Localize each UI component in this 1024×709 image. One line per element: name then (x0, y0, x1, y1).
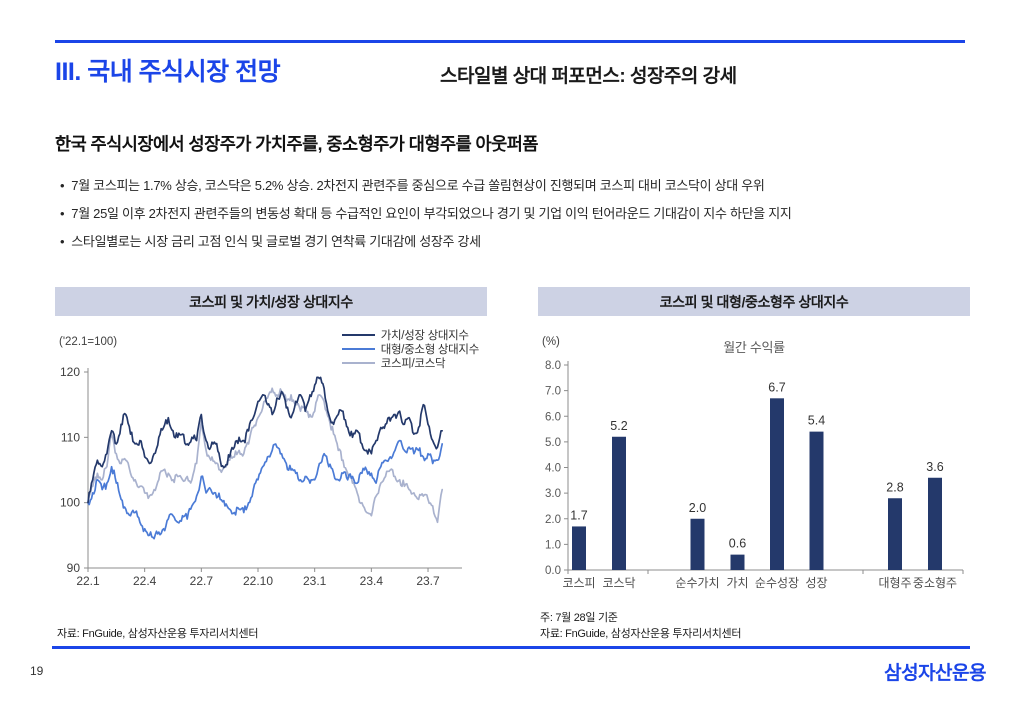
svg-text:코스피: 코스피 (562, 576, 595, 590)
svg-text:2.8: 2.8 (886, 480, 903, 494)
svg-text:대형주: 대형주 (878, 576, 911, 590)
left-chart-title: 코스피 및 가치/성장 상대지수 (55, 287, 487, 316)
svg-text:1.7: 1.7 (570, 508, 587, 522)
svg-text:6.7: 6.7 (768, 380, 785, 394)
page-subtitle: 스타일별 상대 퍼포먼스: 성장주의 강세 (440, 66, 737, 87)
svg-text:0.0: 0.0 (545, 565, 561, 577)
left-chart-source: 자료: FnGuide, 삼성자산운용 투자리서치센터 (57, 628, 259, 640)
svg-text:5.4: 5.4 (808, 414, 825, 428)
left-chart-unit-label: ('22.1=100) (59, 336, 118, 348)
legend-label: 대형/중소형 상대지수 (380, 344, 480, 356)
svg-text:7.0: 7.0 (545, 386, 561, 398)
svg-text:순수가치: 순수가치 (675, 576, 719, 590)
svg-text:코스닥: 코스닥 (602, 576, 635, 590)
svg-text:6.0: 6.0 (545, 411, 561, 423)
svg-text:5.0: 5.0 (545, 437, 561, 449)
legend-line-marker (341, 334, 375, 336)
right-chart-title: 코스피 및 대형/중소형주 상대지수 (538, 287, 970, 316)
svg-text:3.6: 3.6 (926, 460, 943, 474)
svg-text:성장: 성장 (805, 576, 827, 590)
svg-text:3.0: 3.0 (545, 488, 561, 500)
svg-text:0.6: 0.6 (729, 537, 746, 551)
bar-chart: 0.0 1.0 2.0 3.0 4.0 5.0 6.0 7.0 8.0 1.7 코스피 5.2 코스닥 2… (545, 360, 964, 590)
right-chart-note: 주: 7월 28일 기준 (540, 612, 618, 624)
legend-line-marker (341, 348, 375, 350)
legend-label: 가치/성장 상대지수 (380, 330, 469, 342)
bullet-list: 7월 코스피는 1.7% 상승, 코스닥은 5.2% 상승. 2차전지 관련주를… (60, 172, 990, 256)
legend-row: 대형/중소형 상대지수 (341, 342, 480, 356)
svg-text:22.7: 22.7 (190, 574, 214, 588)
line-chart: 90 100 110 120 22.1 22.4 22.7 22.10 23.1 23.4 23.7 (60, 365, 462, 588)
legend-line-marker (341, 362, 375, 364)
bullet-item: 7월 코스피는 1.7% 상승, 코스닥은 5.2% 상승. 2차전지 관련주를… (60, 172, 990, 200)
svg-text:가치: 가치 (726, 576, 748, 590)
svg-text:4.0: 4.0 (545, 463, 561, 475)
svg-text:5.2: 5.2 (610, 419, 627, 433)
svg-text:100: 100 (60, 496, 80, 510)
top-divider (55, 40, 965, 43)
svg-text:23.4: 23.4 (360, 574, 384, 588)
svg-text:순수성장: 순수성장 (755, 576, 799, 590)
svg-text:8.0: 8.0 (545, 360, 561, 372)
svg-text:22.4: 22.4 (133, 574, 157, 588)
svg-text:110: 110 (61, 430, 80, 444)
svg-text:90: 90 (67, 561, 81, 575)
bottom-divider (52, 646, 970, 649)
bar-chart-subtitle: 월간 수익률 (723, 340, 785, 355)
svg-text:22.1: 22.1 (76, 574, 100, 588)
svg-text:2.0: 2.0 (545, 514, 561, 526)
right-chart-source: 자료: FnGuide, 삼성자산운용 투자리서치센터 (540, 628, 742, 640)
legend-row: 가치/성장 상대지수 (341, 328, 479, 342)
bullet-item: 7월 25일 이후 2차전지 관련주들의 변동성 확대 등 수급적인 요인이 부… (60, 200, 990, 228)
right-chart-panel: 코스피 및 대형/중소형주 상대지수 (%) 월간 수익률 0.0 1.0 2.0 3… (538, 287, 970, 660)
bullet-item: 스타일별로는 시장 금리 고점 인식 및 글로벌 경기 연착륙 기대감에 성장주… (60, 228, 990, 256)
headline: 한국 주식시장에서 성장주가 가치주를, 중소형주가 대형주를 아웃퍼폼 (55, 134, 538, 154)
right-chart-unit-label: (%) (542, 336, 560, 348)
company-logo: 삼성자산운용 (884, 663, 986, 684)
legend-row: 코스피/코스닥 (341, 356, 479, 370)
legend-label: 코스피/코스닥 (380, 358, 446, 370)
page-title: III. 국내 주식시장 전망 (55, 58, 281, 86)
svg-text:22.10: 22.10 (243, 574, 273, 588)
svg-text:1.0: 1.0 (545, 539, 561, 551)
svg-text:23.7: 23.7 (416, 574, 440, 588)
svg-text:중소형주: 중소형주 (913, 576, 957, 590)
page-number: 19 (30, 664, 44, 678)
svg-text:23.1: 23.1 (303, 574, 327, 588)
svg-text:2.0: 2.0 (689, 501, 706, 515)
svg-text:120: 120 (60, 365, 80, 379)
